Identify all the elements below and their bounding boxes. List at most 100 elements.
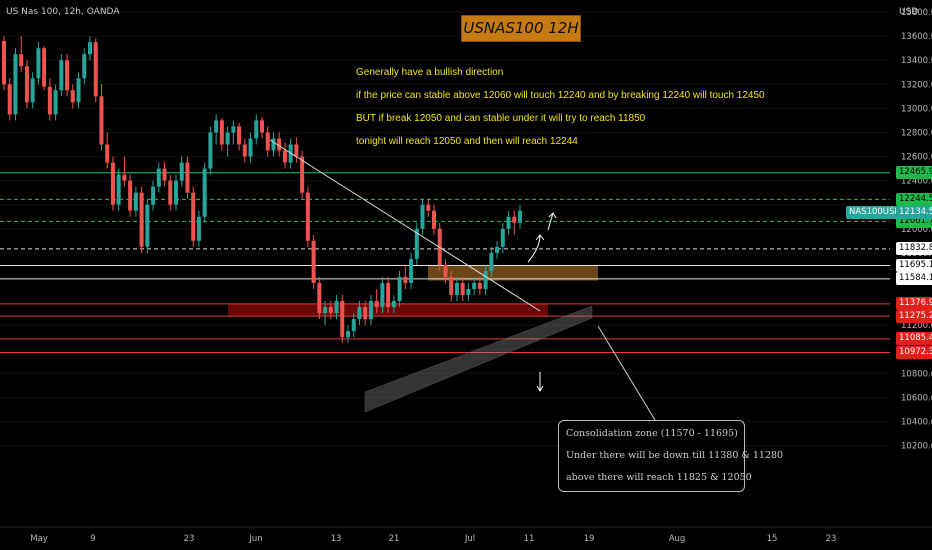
candle-body (42, 48, 47, 87)
candle-body (483, 270, 488, 290)
arrow-up-icon (527, 234, 545, 263)
note-line-1: Generally have a bullish direction (356, 67, 504, 78)
candle-body (363, 307, 368, 320)
time-tick-label: Jun (248, 534, 262, 544)
candle-body (168, 180, 173, 205)
candle-body (311, 240, 316, 283)
price-tick-label: 12400.0 (901, 177, 932, 187)
candle-body (397, 276, 402, 302)
candle-body (7, 84, 12, 115)
candle-body (76, 78, 81, 103)
candles (2, 36, 522, 344)
candle-body (191, 192, 196, 241)
candle-body (386, 282, 391, 308)
candle-body (53, 90, 58, 115)
current-price-tag: 12134.5 (896, 206, 932, 220)
candle-body (116, 174, 121, 205)
candle-body (196, 216, 201, 241)
candle-body (237, 126, 242, 145)
time-axis[interactable]: May 9 23 Jun 13 21 Jul 11 19 Aug 15 23 (0, 526, 932, 544)
candle-body (472, 282, 477, 290)
candle-body (368, 301, 373, 320)
candle-body (70, 90, 75, 103)
candle-body (512, 216, 517, 223)
price-level-tag: 11085.4 (896, 332, 932, 346)
info-line-1: Consolidation zone (11570 - 11695) (566, 428, 738, 439)
candle-body (495, 246, 500, 253)
candle-body (500, 228, 505, 247)
zone-pointer-line (597, 325, 656, 421)
time-tick-label: 21 (389, 534, 400, 544)
price-axis[interactable]: 10200.010400.010600.010800.011000.011200… (901, 8, 932, 452)
price-level-tag: 10972.3 (896, 346, 932, 360)
time-tick-label: 11 (524, 534, 535, 544)
price-level-tag: 11275.2 (896, 309, 932, 323)
candle-body (265, 132, 270, 151)
candle-body (19, 54, 24, 67)
price-level-tag: 12465.9 (896, 166, 932, 180)
price-tick-label: 10800.0 (901, 369, 932, 379)
candle-body (271, 138, 276, 151)
candle-body (99, 96, 104, 145)
candle-body (82, 54, 87, 79)
candle-body (317, 282, 322, 314)
candle-body (426, 204, 431, 211)
rising-channel (364, 305, 593, 413)
candle-body (145, 204, 150, 247)
candle-body (282, 150, 287, 163)
price-level-tag: 11695.1 (896, 259, 932, 272)
candle-body (208, 132, 213, 169)
time-tick-label: May (30, 534, 48, 544)
candle-body (254, 120, 259, 139)
candle-body (323, 307, 328, 314)
candle-body (122, 174, 127, 181)
candle-body (214, 120, 219, 133)
candle-body (357, 307, 362, 320)
price-tick-label: 12600.0 (901, 153, 932, 163)
price-tick-label: 10200.0 (901, 442, 932, 452)
price-tick-label: 10600.0 (901, 393, 932, 403)
consolidation-zone (428, 265, 598, 281)
symbol-price-tag: NAS100USD (846, 206, 904, 220)
candle-body (105, 144, 110, 163)
candle-body (231, 126, 236, 133)
candle-body (449, 276, 454, 296)
time-tick-label: 19 (584, 534, 595, 544)
time-tick-label: Jul (464, 534, 475, 544)
time-tick-label: 23 (184, 534, 195, 544)
candle-body (2, 40, 6, 85)
candle-body (409, 258, 414, 283)
candle-body (260, 120, 264, 133)
candle-body (351, 319, 356, 332)
candle-body (133, 192, 138, 211)
candle-body (454, 282, 459, 296)
price-tick-label: 13000.0 (901, 104, 932, 114)
candle-body (248, 138, 253, 157)
candle-body (300, 156, 305, 193)
time-tick-label: Aug (669, 534, 686, 544)
candle-body (36, 48, 41, 79)
arrow-up-icon (547, 212, 557, 231)
time-tick-label: 15 (767, 534, 778, 544)
candle-body (30, 78, 35, 103)
candle-body (294, 144, 299, 157)
candle-body (65, 60, 70, 91)
candle-body (93, 42, 98, 97)
candle-body (139, 192, 144, 247)
time-tick-label: 23 (826, 534, 837, 544)
note-line-4: tonight will reach 12050 and then will r… (356, 136, 578, 147)
candle-body (420, 204, 425, 229)
candle-body (59, 60, 64, 91)
descending-trendline (269, 139, 541, 312)
candle-body (380, 282, 385, 308)
price-tick-label: 12000.0 (901, 225, 932, 235)
currency-label: USD (899, 7, 919, 17)
candle-body (156, 168, 161, 187)
candle-body (414, 228, 419, 259)
price-tick-label: 13600.0 (901, 32, 932, 42)
candle-body (328, 307, 333, 314)
candle-body (518, 210, 522, 223)
candle-body (151, 186, 156, 205)
